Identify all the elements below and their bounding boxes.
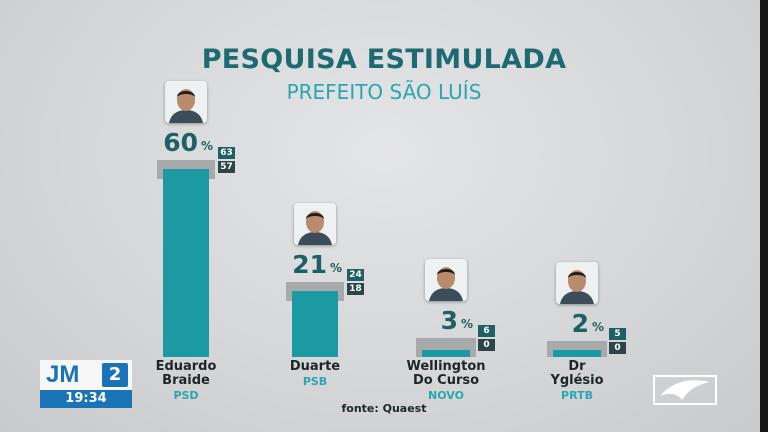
frame-edge: [760, 0, 768, 432]
bar: [292, 291, 338, 357]
name-line-2: Yglésio: [550, 373, 604, 388]
person-photo-icon: [425, 259, 467, 302]
percent-sign: %: [330, 260, 343, 275]
upper-bound: 6: [478, 325, 495, 338]
lower-bound: 0: [609, 342, 626, 355]
name-line-1: Eduardo: [155, 359, 217, 374]
chart-subtitle: PREFEITO SÃO LUÍS: [286, 80, 482, 104]
candidate-name: Duarte: [250, 360, 380, 374]
party-label: PRTB: [561, 389, 593, 402]
bar: [422, 350, 470, 357]
percent-value: 2: [571, 309, 589, 339]
percent-sign: %: [592, 320, 605, 335]
name-line-1: Wellington: [406, 359, 486, 374]
logo-number: 2: [102, 363, 128, 387]
party-label: PSB: [302, 375, 328, 388]
lower-bound: 18: [347, 282, 364, 295]
name-line-1: Dr: [568, 359, 586, 374]
person-photo-icon: [294, 202, 336, 245]
network-bird-logo-icon: [653, 375, 717, 405]
person-photo-icon: [165, 80, 207, 123]
upper-bound: 63: [218, 146, 235, 159]
bar: [163, 169, 209, 357]
name-line-2: Braide: [162, 373, 210, 388]
logo-top: JM 2: [40, 360, 132, 390]
source-note: fonte: Quaest: [341, 402, 427, 415]
chart-title: PESQUISA ESTIMULADA: [201, 44, 567, 75]
logo-text: JM: [46, 361, 80, 388]
party-label: PSD: [173, 389, 199, 402]
name-line-2: Do Curso: [412, 373, 480, 388]
upper-bound: 5: [609, 328, 626, 341]
portrait-graphic: [165, 80, 207, 123]
portrait-graphic: [294, 202, 336, 245]
lower-bound: 0: [478, 339, 495, 352]
bar: [553, 350, 601, 357]
party-label: NOVO: [428, 389, 464, 402]
candidate-name: Wellington Do Curso: [381, 360, 511, 388]
channel-logo: JM 2 19:34: [40, 360, 132, 408]
lower-bound: 57: [218, 160, 235, 173]
percent-value: 21: [292, 249, 327, 279]
name-line-1: Duarte: [289, 359, 341, 374]
percent-sign: %: [201, 138, 214, 153]
person-photo-icon: [556, 262, 598, 305]
percent-sign: %: [461, 317, 474, 332]
candidate-name: Eduardo Braide: [121, 360, 251, 388]
percent-value: 3: [440, 306, 458, 336]
candidate-name: Dr Yglésio: [512, 360, 642, 388]
portrait-graphic: [425, 259, 467, 302]
percent-value: 60: [163, 127, 198, 157]
portrait-graphic: [556, 262, 598, 305]
upper-bound: 24: [347, 268, 364, 281]
clock: 19:34: [40, 390, 132, 408]
